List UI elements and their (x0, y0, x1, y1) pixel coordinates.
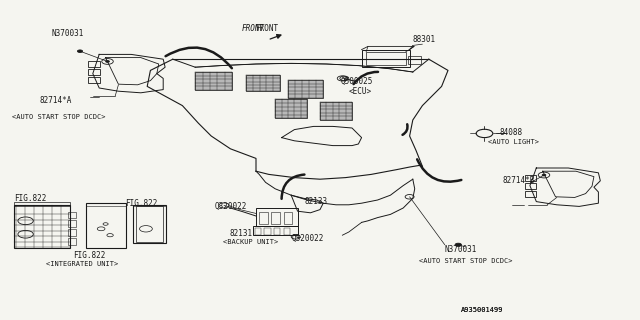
Text: <AUTO START STOP DCDC>: <AUTO START STOP DCDC> (12, 114, 105, 120)
Bar (88, 69, 100, 75)
Bar (14, 205, 70, 248)
Bar (408, 56, 421, 64)
Bar (68, 229, 76, 236)
Text: <AUTO LIGHT>: <AUTO LIGHT> (488, 140, 539, 145)
Bar (264, 228, 271, 235)
Text: 82131: 82131 (229, 229, 252, 238)
Bar (195, 72, 232, 90)
Text: Q500025: Q500025 (340, 77, 373, 86)
Bar (246, 75, 280, 91)
Text: Q320022: Q320022 (291, 234, 324, 243)
Circle shape (542, 174, 546, 176)
Bar (68, 220, 76, 227)
Bar (86, 203, 126, 248)
Bar (259, 212, 268, 224)
Bar (284, 212, 292, 224)
Text: <AUTO START STOP DCDC>: <AUTO START STOP DCDC> (419, 258, 513, 264)
Bar (136, 206, 163, 242)
Text: FIG.822: FIG.822 (14, 194, 47, 203)
Bar (288, 80, 323, 98)
Bar (525, 183, 536, 189)
Text: <INTEGRATED UNIT>: <INTEGRATED UNIT> (46, 261, 118, 267)
Text: 82133: 82133 (305, 197, 328, 206)
Bar (271, 212, 280, 224)
Text: N370031: N370031 (51, 29, 84, 38)
Text: FRONT: FRONT (255, 24, 278, 33)
Text: 82714*B: 82714*B (502, 176, 535, 185)
Text: <BACKUP UNIT>: <BACKUP UNIT> (223, 239, 278, 244)
Text: FIG.822: FIG.822 (74, 252, 106, 260)
Text: 84088: 84088 (499, 128, 522, 137)
Text: 88301: 88301 (413, 36, 436, 44)
Bar (256, 208, 298, 226)
Bar (88, 77, 100, 83)
Text: Q320022: Q320022 (215, 202, 248, 211)
Bar (320, 102, 352, 120)
Bar (133, 205, 166, 243)
Bar (14, 202, 70, 206)
Circle shape (455, 243, 461, 246)
Text: A935001499: A935001499 (461, 308, 503, 313)
Text: N370031: N370031 (445, 245, 477, 254)
Bar (366, 52, 406, 65)
Text: FIG.822: FIG.822 (125, 199, 157, 208)
Bar (362, 50, 410, 67)
Bar (275, 99, 307, 118)
Text: <ECU>: <ECU> (349, 87, 372, 96)
Circle shape (106, 60, 109, 62)
Text: 82714*A: 82714*A (40, 96, 72, 105)
Bar (274, 228, 280, 235)
Bar (255, 228, 261, 235)
Text: FRONT: FRONT (242, 24, 265, 33)
Circle shape (77, 50, 83, 52)
Bar (525, 175, 536, 181)
Bar (88, 61, 100, 67)
Bar (253, 226, 298, 235)
Bar (68, 238, 76, 245)
Text: A935001499: A935001499 (461, 307, 503, 313)
Bar (68, 212, 76, 218)
Bar (284, 228, 290, 235)
Bar (525, 191, 536, 197)
